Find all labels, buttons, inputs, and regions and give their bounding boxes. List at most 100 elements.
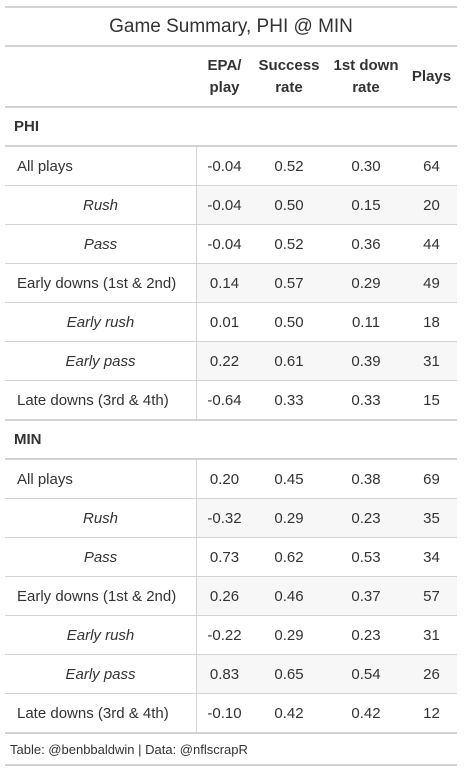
row-label: Rush [5, 499, 197, 537]
column-header-success-line2: rate [275, 78, 303, 96]
cell-plays: 69 [423, 470, 440, 488]
cell-success: 0.52 [274, 235, 304, 253]
column-header-first-down-line2: rate [352, 78, 380, 96]
cell-first-down: 0.36 [351, 235, 381, 253]
cell-success: 0.57 [274, 274, 304, 292]
cell-epa: 0.73 [209, 548, 240, 566]
cell-epa: -0.04 [207, 157, 242, 175]
cell-first-down: 0.42 [351, 704, 381, 722]
group-header-min: MIN [5, 421, 457, 460]
cell-epa: 0.83 [209, 665, 240, 683]
cell-epa: 0.22 [209, 352, 240, 370]
table-row: All plays 0.20 0.45 0.38 69 [5, 460, 457, 499]
table-body: PHI All plays -0.04 0.52 0.30 64 Rush -0.04 0.50… [5, 108, 457, 734]
cell-success: 0.42 [274, 704, 304, 722]
cell-first-down: 0.37 [351, 587, 381, 605]
cell-epa: 0.14 [209, 274, 240, 292]
cell-success: 0.61 [274, 352, 304, 370]
table-row: Early downs (1st & 2nd) 0.14 0.57 0.29 49 [5, 264, 457, 303]
cell-plays: 18 [423, 313, 440, 331]
row-label: Early rush [5, 303, 197, 341]
cell-first-down: 0.54 [351, 665, 381, 683]
row-label: All plays [5, 460, 197, 498]
table-row: Rush -0.32 0.29 0.23 35 [5, 499, 457, 538]
cell-success: 0.46 [274, 587, 304, 605]
table-row: Early downs (1st & 2nd) 0.26 0.46 0.37 57 [5, 577, 457, 616]
cell-epa: 0.20 [209, 470, 240, 488]
column-header-success-line1: Success [258, 56, 320, 74]
table-row: Early pass 0.22 0.61 0.39 31 [5, 342, 457, 381]
row-label: Late downs (3rd & 4th) [5, 694, 197, 732]
table-row: Late downs (3rd & 4th) -0.10 0.42 0.42 12 [5, 694, 457, 734]
cell-epa: -0.64 [207, 391, 242, 409]
cell-plays: 44 [423, 235, 440, 253]
column-header-row: EPA/play Success rate 1st down rate Plays [5, 47, 457, 108]
row-label: Early pass [5, 342, 197, 380]
table-source-note: Table: @benbbaldwin | Data: @nflscrapR [5, 734, 457, 766]
cell-success: 0.45 [274, 470, 304, 488]
cell-first-down: 0.29 [351, 274, 381, 292]
cell-success: 0.33 [274, 391, 304, 409]
cell-first-down: 0.39 [351, 352, 381, 370]
row-label: Early rush [5, 616, 197, 654]
cell-epa: 0.26 [209, 587, 240, 605]
table-row: All plays -0.04 0.52 0.30 64 [5, 147, 457, 186]
cell-epa: -0.32 [207, 509, 242, 527]
cell-first-down: 0.38 [351, 470, 381, 488]
row-label: Rush [5, 186, 197, 224]
cell-plays: 64 [423, 157, 440, 175]
cell-first-down: 0.30 [351, 157, 381, 175]
table-row: Late downs (3rd & 4th) -0.64 0.33 0.33 15 [5, 381, 457, 421]
column-header-epa-line2: play [209, 78, 240, 96]
table-row: Early rush 0.01 0.50 0.11 18 [5, 303, 457, 342]
cell-plays: 15 [423, 391, 440, 409]
cell-first-down: 0.33 [351, 391, 381, 409]
row-label: Early downs (1st & 2nd) [5, 577, 197, 615]
cell-plays: 57 [423, 587, 440, 605]
cell-success: 0.50 [274, 196, 304, 214]
cell-epa: -0.04 [207, 235, 242, 253]
cell-success: 0.50 [274, 313, 304, 331]
column-header-epa-line1: EPA/ [207, 56, 242, 74]
cell-success: 0.52 [274, 157, 304, 175]
row-label: All plays [5, 147, 197, 185]
cell-plays: 26 [423, 665, 440, 683]
cell-epa: -0.04 [207, 196, 242, 214]
row-label: Early pass [5, 655, 197, 693]
cell-epa: -0.22 [207, 626, 242, 644]
cell-epa: -0.10 [207, 704, 242, 722]
column-header-plays: Plays [411, 67, 452, 85]
cell-success: 0.65 [274, 665, 304, 683]
cell-first-down: 0.15 [351, 196, 381, 214]
cell-success: 0.29 [274, 626, 304, 644]
column-header-epa: EPA/play [197, 47, 252, 106]
row-label: Late downs (3rd & 4th) [5, 381, 197, 419]
table-row: Early pass 0.83 0.65 0.54 26 [5, 655, 457, 694]
column-header-success: Success rate [252, 47, 326, 106]
cell-plays: 35 [423, 509, 440, 527]
cell-first-down: 0.53 [351, 548, 381, 566]
cell-plays: 31 [423, 626, 440, 644]
summary-table: Game Summary, PHI @ MIN EPA/play Success… [5, 6, 457, 766]
row-label: Pass [5, 225, 197, 263]
cell-plays: 20 [423, 196, 440, 214]
cell-plays: 49 [423, 274, 440, 292]
column-header-first-down: 1st down rate [326, 47, 406, 106]
table-row: Early rush -0.22 0.29 0.23 31 [5, 616, 457, 655]
row-label: Pass [5, 538, 197, 576]
table-row: Pass 0.73 0.62 0.53 34 [5, 538, 457, 577]
cell-plays: 12 [423, 704, 440, 722]
cell-first-down: 0.23 [351, 509, 381, 527]
row-label: Early downs (1st & 2nd) [5, 264, 197, 302]
table-row: Rush -0.04 0.50 0.15 20 [5, 186, 457, 225]
group-header-phi: PHI [5, 108, 457, 147]
cell-success: 0.29 [274, 509, 304, 527]
table-row: Pass -0.04 0.52 0.36 44 [5, 225, 457, 264]
cell-success: 0.62 [274, 548, 304, 566]
cell-plays: 34 [423, 548, 440, 566]
column-header-first-down-line1: 1st down [333, 56, 399, 74]
cell-first-down: 0.11 [351, 313, 381, 331]
cell-epa: 0.01 [209, 313, 240, 331]
column-header-label [5, 47, 197, 106]
table-title: Game Summary, PHI @ MIN [5, 8, 457, 47]
